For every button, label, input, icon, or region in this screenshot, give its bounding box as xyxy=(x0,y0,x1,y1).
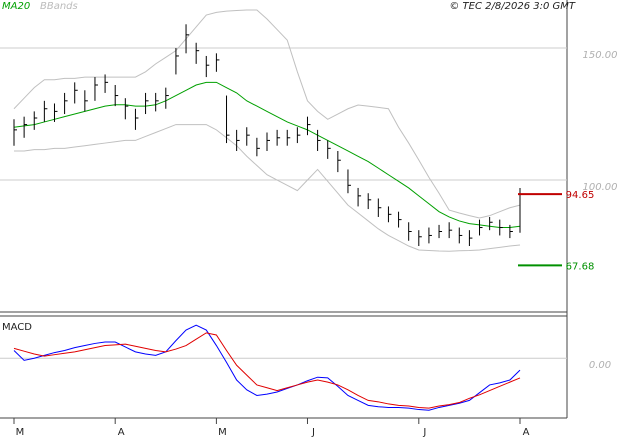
macd-line xyxy=(13,324,521,411)
panel-title: MACD xyxy=(2,322,32,333)
x-tick-label: M xyxy=(218,427,227,438)
price-level-label: 67.68 xyxy=(566,261,595,272)
bband-upper xyxy=(13,9,521,219)
y-tick-label: 0.00 xyxy=(589,360,611,371)
legend-bbands: BBands xyxy=(40,1,78,12)
y-tick-label: 150.00 xyxy=(583,50,618,61)
source: © TEC 2/8/2026 3:0 GMT xyxy=(449,1,576,12)
macd-line xyxy=(13,332,521,409)
bband-lower xyxy=(14,124,521,252)
x-tick-label: A xyxy=(523,427,530,438)
x-tick-label: J xyxy=(311,427,315,438)
legend-ma20: MA20 xyxy=(2,1,30,12)
ma20-line xyxy=(13,81,521,229)
y-tick-label: 100.00 xyxy=(583,182,618,193)
x-tick-label: A xyxy=(118,427,125,438)
price-level-label: 94.65 xyxy=(566,190,595,201)
x-tick-label: M xyxy=(16,427,25,438)
x-tick-label: J xyxy=(422,427,426,438)
